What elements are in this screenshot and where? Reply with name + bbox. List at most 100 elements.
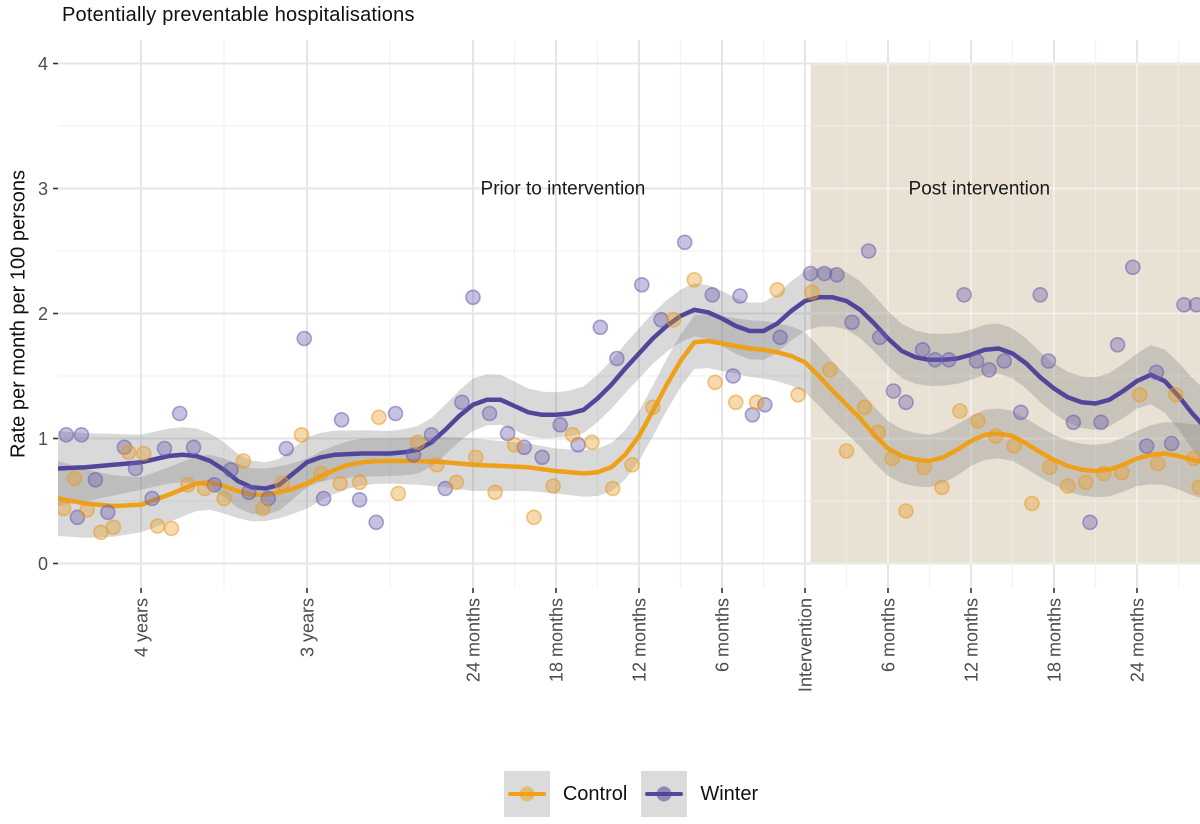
data-point-control <box>604 480 621 497</box>
data-point-winter <box>171 405 188 422</box>
legend-item-winter: Winter <box>641 771 758 817</box>
data-point-control <box>748 394 765 411</box>
data-point-control <box>1096 465 1112 482</box>
data-point-winter <box>1082 514 1098 531</box>
data-point-winter <box>1065 414 1082 431</box>
data-point-control <box>448 474 465 491</box>
data-point-winter <box>927 351 943 368</box>
data-point-control <box>884 450 900 467</box>
data-point-control <box>707 374 723 391</box>
data-point-winter <box>725 368 741 384</box>
data-point-control <box>120 444 137 461</box>
annotation-prior-to-intervention: Prior to intervention <box>481 179 646 200</box>
data-point-winter <box>156 440 173 457</box>
data-point-control <box>429 456 445 473</box>
x-tick-label: 18 months <box>1044 598 1064 682</box>
confidence-ribbon-control <box>58 313 1200 538</box>
data-point-control <box>390 485 407 502</box>
data-point-winter <box>223 461 239 478</box>
data-point-winter <box>860 243 877 259</box>
data-point-winter <box>278 440 295 457</box>
data-point-control <box>163 520 180 537</box>
data-point-control <box>1185 450 1200 467</box>
control-point-sample <box>519 786 535 802</box>
data-point-control <box>822 361 838 378</box>
data-point-control <box>487 484 503 501</box>
data-point-control <box>838 443 855 459</box>
data-point-winter <box>592 319 609 336</box>
data-point-winter <box>914 341 931 358</box>
y-tick-label: 1 <box>38 429 48 449</box>
data-point-winter <box>296 330 313 347</box>
data-point-winter <box>772 329 788 346</box>
data-point-control <box>1132 386 1148 403</box>
data-point-winter <box>1012 404 1029 421</box>
data-point-winter <box>828 266 845 283</box>
data-point-winter <box>351 491 368 508</box>
data-point-control <box>727 394 744 411</box>
data-point-control <box>58 500 72 517</box>
x-tick-label: 4 years <box>131 598 151 657</box>
data-point-winter <box>241 484 257 501</box>
data-point-winter <box>552 416 569 433</box>
data-point-control <box>1006 438 1022 454</box>
smoothed-line-control <box>58 338 1200 509</box>
data-point-winter <box>871 329 888 346</box>
data-point-control <box>916 459 932 476</box>
data-point-control <box>149 518 166 534</box>
data-point-winter <box>653 311 669 328</box>
data-point-winter <box>609 350 625 367</box>
data-point-winter <box>816 265 833 282</box>
y-tick-label: 4 <box>38 54 48 74</box>
data-point-control <box>644 399 661 416</box>
data-point-control <box>136 445 152 462</box>
smoothed-line-winter <box>58 295 1200 491</box>
data-point-winter <box>956 286 972 303</box>
data-point-control <box>351 474 368 491</box>
data-point-control <box>332 475 349 492</box>
annotation-post-intervention: Post intervention <box>909 179 1051 200</box>
data-point-control <box>584 434 600 451</box>
chart-title: Potentially preventable hospitalisations <box>62 4 415 26</box>
data-point-control <box>105 519 122 536</box>
data-point-winter <box>968 353 985 369</box>
data-point-control <box>665 311 682 328</box>
x-tick-label: 6 months <box>712 598 732 672</box>
data-point-control <box>1191 479 1200 496</box>
data-point-control <box>934 479 950 496</box>
data-point-control <box>293 426 310 443</box>
data-point-winter <box>981 361 997 378</box>
data-point-winter <box>144 490 160 507</box>
data-point-control <box>1149 455 1166 472</box>
data-point-control <box>970 413 986 429</box>
legend-label-control: Control <box>562 782 628 805</box>
data-point-winter <box>481 405 498 422</box>
data-point-control <box>216 490 232 507</box>
data-point-control <box>409 434 426 451</box>
data-point-winter <box>898 394 914 411</box>
data-point-control <box>898 503 914 519</box>
data-point-winter <box>499 425 516 442</box>
data-point-winter <box>333 411 350 428</box>
data-point-control <box>467 449 484 466</box>
data-point-control <box>1167 386 1184 403</box>
y-tick-label: 3 <box>38 179 48 199</box>
data-point-winter <box>802 265 819 282</box>
data-point-winter <box>676 234 693 251</box>
data-point-control <box>235 453 252 469</box>
data-point-winter <box>1040 353 1057 369</box>
data-point-winter <box>87 471 104 488</box>
data-point-winter <box>844 314 860 331</box>
data-point-winter <box>1093 414 1109 431</box>
data-point-winter <box>633 276 650 293</box>
data-point-winter <box>885 383 902 399</box>
legend-item-control: Control <box>503 771 628 817</box>
data-point-winter <box>1109 336 1126 353</box>
data-point-control <box>790 386 806 403</box>
y-tick-label: 2 <box>38 304 48 324</box>
data-point-winter <box>1148 364 1165 381</box>
data-point-winter <box>387 405 404 422</box>
data-point-winter <box>368 514 385 531</box>
data-point-winter <box>73 426 90 443</box>
